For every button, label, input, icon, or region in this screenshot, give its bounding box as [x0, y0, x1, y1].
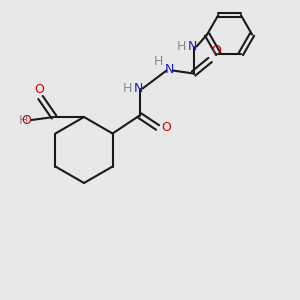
Text: O: O	[161, 121, 171, 134]
Text: H: H	[177, 40, 186, 53]
Text: H: H	[154, 55, 164, 68]
Text: O: O	[34, 83, 44, 96]
Text: O: O	[21, 113, 31, 127]
Text: N: N	[134, 82, 143, 95]
Text: N: N	[188, 40, 197, 53]
Text: O: O	[212, 44, 221, 57]
Text: H: H	[19, 113, 28, 127]
Text: N: N	[165, 62, 174, 76]
Text: H: H	[123, 82, 132, 95]
